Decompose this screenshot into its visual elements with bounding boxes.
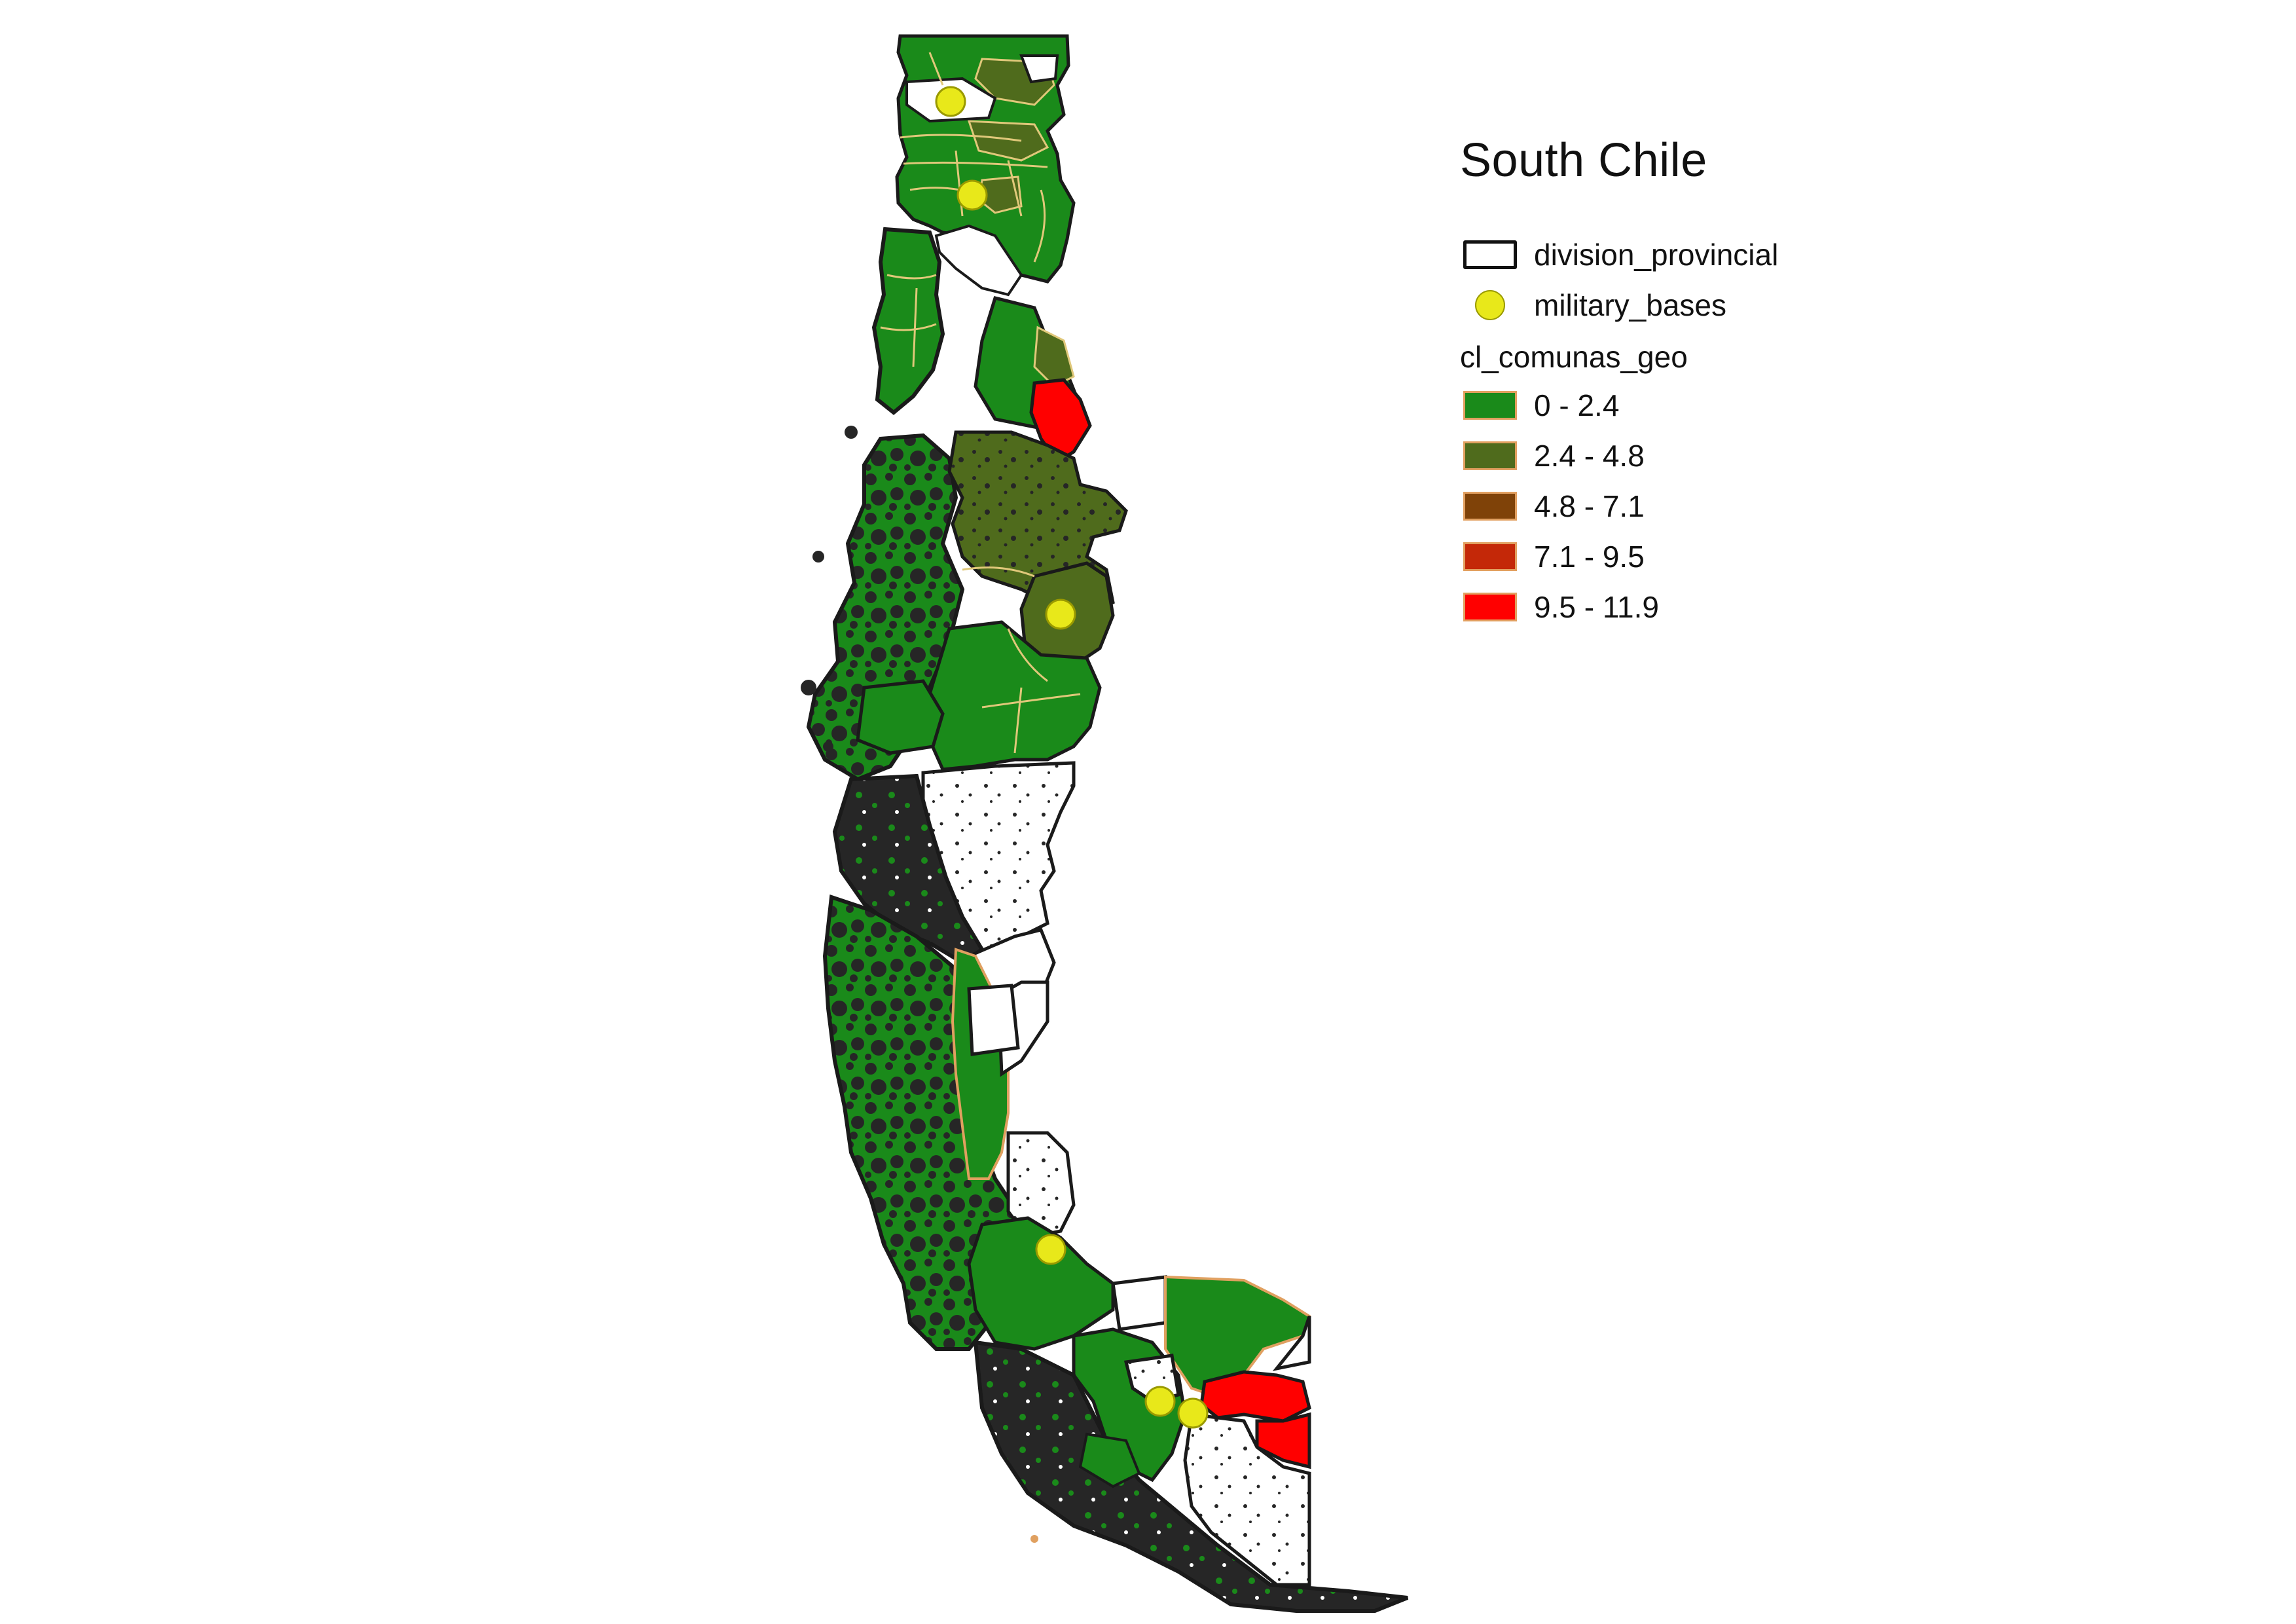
legend-class-label: 2.4 - 4.8 xyxy=(1534,438,1645,473)
outline-rect-icon xyxy=(1463,240,1517,269)
legend-class-row: 0 - 2.4 xyxy=(1460,380,1958,430)
military-bases-layer xyxy=(935,86,1209,1429)
color-swatch-icon xyxy=(1463,542,1517,571)
color-swatch-icon xyxy=(1463,592,1517,621)
legend-label: division_provincial xyxy=(1534,237,1779,272)
white-mainland-south xyxy=(1006,1131,1076,1240)
white-gap-reloncavi xyxy=(934,224,1023,297)
small-islets xyxy=(801,426,1038,1543)
color-swatch-icon xyxy=(1463,491,1517,521)
green-comuna-natales[interactable] xyxy=(967,1216,1115,1351)
circle-marker-icon xyxy=(1475,289,1505,320)
map-region-shapes xyxy=(806,34,1409,1613)
military-base-marker[interactable] xyxy=(935,86,966,117)
military-base-marker[interactable] xyxy=(1035,1234,1066,1265)
white-comuna-southeast xyxy=(1111,1275,1167,1331)
white-comuna-east xyxy=(1272,1316,1311,1371)
legend-class-row: 4.8 - 7.1 xyxy=(1460,481,1958,531)
legend-class-row: 9.5 - 11.9 xyxy=(1460,581,1958,632)
green-comuna-southwest-island xyxy=(1078,1432,1141,1488)
military-base-marker[interactable] xyxy=(1177,1397,1209,1429)
map-title: South Chile xyxy=(1460,134,1707,187)
legend-row-military-bases: military_bases xyxy=(1460,280,1958,330)
legend-class-row: 2.4 - 4.8 xyxy=(1460,430,1958,481)
white-lake-2 xyxy=(1019,54,1059,84)
aysen-internal-lines xyxy=(962,566,1081,754)
red-comuna-chaiten[interactable] xyxy=(1029,378,1092,464)
red-comuna-primavera[interactable] xyxy=(1199,1370,1311,1423)
legend-group-title: cl_comunas_geo xyxy=(1460,340,1688,374)
color-swatch-icon xyxy=(1463,390,1517,420)
green-comuna-west-block[interactable] xyxy=(856,679,945,755)
military-base-marker[interactable] xyxy=(1144,1386,1176,1417)
olive-comuna-north-2 xyxy=(967,120,1049,162)
military-base-marker[interactable] xyxy=(1045,599,1076,630)
chiloe-island[interactable] xyxy=(871,227,945,415)
military-base-marker[interactable] xyxy=(957,179,988,211)
chiloe-internal-lines xyxy=(880,274,937,367)
legend-class-row: 7.1 - 9.5 xyxy=(1460,531,1958,581)
legend-class-label: 9.5 - 11.9 xyxy=(1534,589,1659,624)
legend-label: military_bases xyxy=(1534,287,1726,322)
legend-class-label: 7.1 - 9.5 xyxy=(1534,539,1645,574)
legend-row-division-provincial: division_provincial xyxy=(1460,229,1958,280)
comuna-internal-lines xyxy=(900,52,1048,263)
province-outline-box[interactable] xyxy=(967,984,1020,1056)
legend-class-label: 4.8 - 7.1 xyxy=(1534,489,1645,523)
legend-class-label: 0 - 2.4 xyxy=(1534,388,1620,422)
color-swatch-icon xyxy=(1463,441,1517,470)
green-comuna-san-gregorio[interactable] xyxy=(1164,1275,1311,1403)
legend: South Chile division_provincial military… xyxy=(1460,131,1958,632)
